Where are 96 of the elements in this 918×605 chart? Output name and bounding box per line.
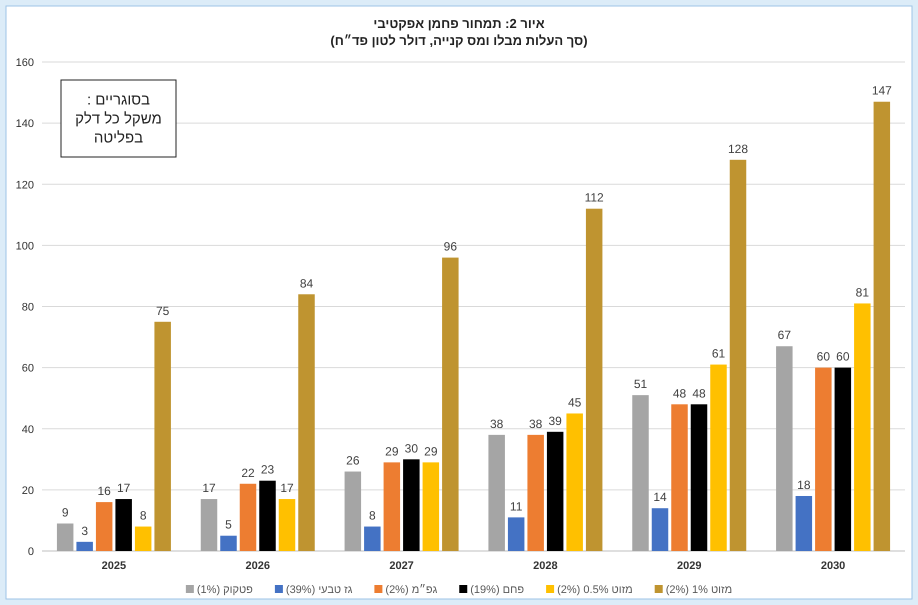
bar [298, 294, 315, 551]
data-label: 9 [62, 505, 69, 520]
data-label: 96 [444, 240, 458, 254]
y-tick-label: 80 [22, 302, 34, 314]
data-label: 51 [634, 377, 648, 392]
y-tick-label: 160 [16, 57, 34, 69]
y-tick-label: 120 [16, 179, 34, 192]
data-label: 8 [140, 508, 147, 523]
bar [854, 303, 871, 551]
data-label: 8 [368, 508, 376, 523]
bar [259, 480, 276, 551]
bar [200, 499, 218, 551]
bar [442, 258, 459, 551]
data-label: 84 [300, 276, 314, 290]
bar [730, 160, 746, 551]
data-label: 67 [778, 328, 792, 342]
bar [278, 499, 296, 551]
legend-label: מזוט 0.5% (2%) [557, 584, 633, 596]
bar [422, 462, 440, 551]
bar [652, 508, 668, 551]
bar [115, 499, 132, 551]
data-label: 45 [568, 395, 582, 410]
legend-label: פחם (19%) [470, 584, 524, 596]
bar [403, 459, 420, 551]
y-tick-label: 140 [16, 118, 34, 130]
bar [566, 413, 583, 551]
data-label: 81 [856, 285, 870, 300]
data-label: 38 [490, 416, 504, 431]
bar [154, 322, 171, 551]
data-label: 30 [404, 441, 418, 456]
bar [76, 542, 93, 551]
data-label: 5 [225, 518, 232, 532]
data-label: 16 [97, 484, 112, 498]
data-label: 17 [202, 481, 216, 496]
y-tick-label: 100 [16, 240, 34, 252]
bar [632, 395, 649, 551]
bar [527, 434, 544, 551]
x-tick-label: 2025 [102, 560, 126, 572]
bar [796, 496, 812, 551]
data-label: 75 [156, 304, 170, 318]
chart-title: איור 2: תמחור פחמן אפקטיבי [373, 16, 545, 31]
bar [96, 502, 112, 551]
data-label: 128 [728, 142, 748, 156]
bar [671, 404, 688, 551]
data-label: 17 [280, 481, 294, 496]
bar [690, 404, 708, 551]
y-tick-label: 60 [22, 362, 34, 375]
data-label: 60 [836, 350, 850, 364]
bar [776, 346, 793, 551]
bar [240, 484, 256, 551]
data-label: 38 [528, 416, 543, 431]
bar [220, 536, 237, 551]
bar [874, 102, 890, 551]
data-label: 60 [816, 350, 830, 364]
data-label: 112 [584, 190, 604, 205]
bar [710, 364, 727, 551]
data-label: 23 [260, 462, 274, 477]
bar [384, 462, 400, 551]
bar [508, 517, 524, 551]
x-tick-label: 2029 [677, 560, 702, 572]
data-label: 39 [548, 414, 562, 428]
data-label: 61 [712, 346, 726, 361]
legend-label: פטקוק (1%) [196, 584, 254, 596]
data-label: 3 [81, 524, 88, 538]
data-label: 147 [872, 84, 892, 98]
data-label: 48 [692, 386, 706, 400]
legend-label: גפ״מ (2%) [385, 584, 438, 596]
x-tick-label: 2026 [246, 560, 270, 572]
data-label: 22 [241, 466, 255, 480]
bar [56, 523, 74, 551]
data-label: 48 [672, 386, 686, 400]
bar [586, 208, 602, 551]
y-tick-label: 0 [28, 546, 34, 558]
data-label: 26 [346, 454, 360, 468]
bar [344, 472, 362, 551]
x-tick-label: 2027 [389, 560, 414, 572]
legend-label: גז טבעי (39%) [286, 584, 353, 596]
x-tick-label: 2030 [820, 560, 846, 572]
bar [134, 526, 152, 551]
annotation: בסוגריים : משקל כל דלק בפליטה [75, 92, 162, 146]
bar [834, 368, 852, 551]
bar [364, 526, 381, 551]
y-tick-label: 20 [22, 484, 34, 497]
legend-label: מזוט 1% (2%) [666, 584, 732, 596]
data-label: 29 [385, 444, 399, 458]
bar [488, 434, 505, 551]
data-label: 29 [424, 444, 438, 458]
data-label: 18 [797, 478, 811, 492]
bar [546, 432, 564, 551]
data-label: 11 [510, 499, 523, 514]
chart-subtitle: (סך העלות מבלו ומס קנייה, דולר לטון פד״ח) [330, 33, 588, 48]
y-tick-label: 40 [22, 424, 34, 436]
data-label: 17 [116, 481, 131, 496]
x-tick-label: 2028 [533, 560, 558, 572]
bar [815, 368, 832, 551]
data-label: 14 [653, 490, 667, 504]
